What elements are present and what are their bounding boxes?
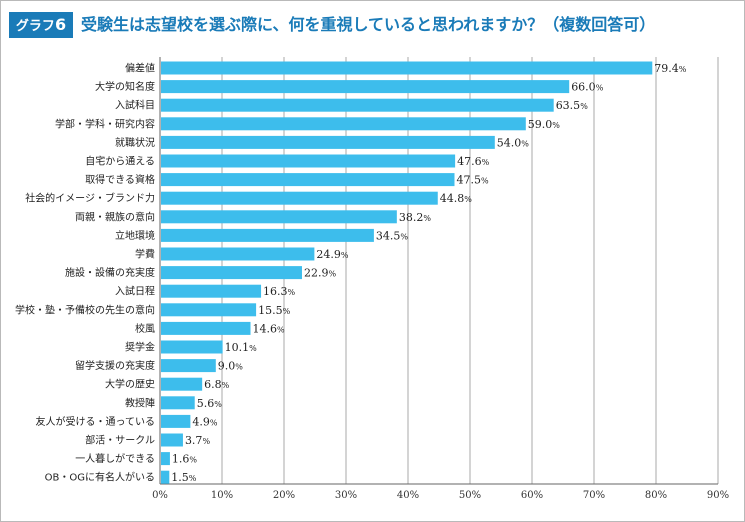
bar — [161, 377, 203, 391]
bar — [161, 414, 191, 428]
value-label: 9.0% — [218, 360, 244, 373]
bar — [161, 135, 495, 149]
bar — [161, 359, 216, 373]
category-label: 留学支援の充実度 — [75, 359, 155, 372]
bar — [161, 98, 554, 112]
value-label: 79.4% — [654, 62, 687, 75]
value-label: 1.5% — [171, 471, 197, 484]
bar — [161, 117, 526, 131]
category-label: 部活・サークル — [85, 434, 155, 447]
x-tick-label: 40% — [397, 490, 419, 501]
value-label: 47.6% — [457, 155, 490, 168]
x-tick-label: 20% — [273, 490, 295, 501]
graph-number-tag: グラフ6 — [9, 12, 73, 38]
value-label: 4.9% — [192, 415, 218, 428]
value-label: 44.8% — [440, 192, 473, 205]
x-tick-label: 50% — [459, 490, 481, 501]
category-label: 校風 — [135, 322, 155, 335]
bar — [161, 228, 374, 242]
value-label: 10.1% — [225, 341, 258, 354]
x-tick-label: 70% — [583, 490, 605, 501]
value-label: 3.7% — [185, 434, 211, 447]
value-label: 63.5% — [556, 99, 589, 112]
value-label: 16.3% — [263, 285, 296, 298]
x-tick-label: 60% — [521, 490, 543, 501]
x-tick-label: 10% — [211, 490, 233, 501]
graph-tag-prefix: グラフ — [15, 19, 55, 34]
bar — [161, 266, 302, 280]
bar — [161, 247, 315, 261]
category-label: 大学の知名度 — [95, 80, 155, 93]
value-label: 54.0% — [497, 136, 530, 149]
value-label: 6.8% — [204, 378, 230, 391]
category-label: 社会的イメージ・ブランド力 — [25, 192, 155, 205]
value-label: 14.6% — [253, 322, 286, 335]
chart-title: 受験生は志望校を選ぶ際に、何を重視していると思われますか？（複数回答可） — [81, 15, 656, 34]
bar — [161, 303, 257, 317]
category-label: 偏差値 — [125, 62, 155, 75]
category-label: 入試日程 — [115, 285, 155, 298]
value-label: 47.5% — [457, 174, 490, 187]
value-label: 24.9% — [316, 248, 349, 261]
category-label: 学部・学科・研究内容 — [55, 117, 155, 130]
category-label: 取得できる資格 — [85, 173, 155, 186]
value-label: 15.5% — [258, 304, 291, 317]
bar — [161, 452, 170, 466]
value-label: 22.9% — [304, 267, 337, 280]
bar — [161, 396, 195, 410]
category-label: 教授陣 — [125, 396, 155, 409]
value-label: 1.6% — [172, 453, 198, 466]
x-tick-label: 0% — [152, 490, 168, 501]
category-label: OB・OGに有名人がいる — [45, 471, 155, 484]
bar — [161, 433, 183, 447]
x-tick-label: 80% — [645, 490, 667, 501]
category-label: 奨学金 — [125, 341, 155, 354]
value-label: 5.6% — [197, 397, 223, 410]
bar — [161, 191, 438, 205]
category-label: 入試科目 — [115, 99, 155, 112]
category-label: 両親・親族の意向 — [75, 210, 155, 223]
bar — [161, 340, 223, 354]
category-label: 就職状況 — [115, 136, 155, 149]
bar — [161, 470, 170, 484]
category-label: 学校・塾・予備校の先生の意向 — [15, 303, 155, 316]
value-label: 66.0% — [571, 81, 604, 94]
category-label: 自宅から通える — [85, 155, 155, 168]
x-tick-label: 30% — [335, 490, 357, 501]
value-label: 34.5% — [376, 229, 409, 242]
chart-header: グラフ6 受験生は志望校を選ぶ際に、何を重視していると思われますか？（複数回答可… — [1, 1, 744, 45]
bar — [161, 154, 456, 168]
category-label: 一人暮しができる — [75, 452, 155, 465]
bar — [161, 61, 653, 75]
bar — [161, 173, 455, 187]
category-label: 大学の歴史 — [105, 378, 155, 391]
bar — [161, 210, 397, 224]
graph-tag-number: 6 — [54, 15, 67, 34]
bar — [161, 80, 570, 94]
category-label: 友人が受ける・通っている — [36, 415, 156, 428]
bar — [161, 321, 251, 335]
category-label: 施設・設備の充実度 — [65, 266, 155, 279]
x-tick-label: 90% — [707, 490, 729, 501]
category-label: 学費 — [135, 248, 155, 261]
category-label: 立地環境 — [115, 229, 155, 242]
value-label: 59.0% — [528, 118, 561, 131]
bar — [161, 284, 262, 298]
value-label: 38.2% — [399, 211, 432, 224]
